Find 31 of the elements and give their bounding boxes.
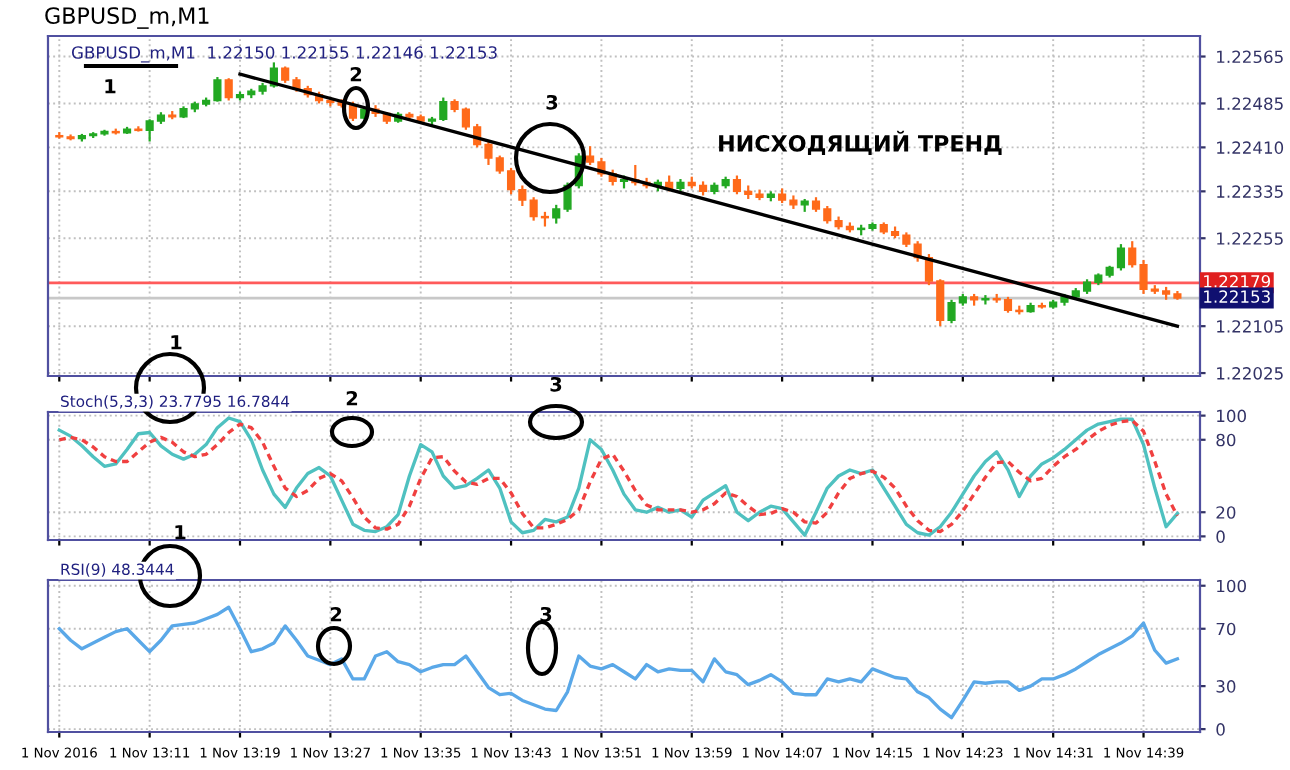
ref-line-label: 1.22179: [1204, 275, 1271, 288]
y-tick-label: 1.22105: [1217, 320, 1283, 333]
annotation: 1: [171, 335, 182, 350]
chart-title: GBPUSD_m,M1: [45, 7, 209, 29]
y-tick-label: 1.22565: [1217, 50, 1283, 64]
text: 3: [550, 376, 562, 392]
y-tick-label: 1.22335: [1217, 185, 1283, 198]
annotation: 3: [546, 94, 558, 110]
line-series: [57, 605, 1180, 720]
ref-line-label: 1.22153: [1204, 290, 1270, 303]
y-tick-label: 100: [1217, 409, 1246, 423]
text: GBPUSD_m,M1 1.22150 1.22155 1.22146 1.22153: [71, 46, 497, 63]
y-tick-label: 70: [1216, 622, 1236, 636]
y-tick-label: 20: [1216, 506, 1236, 519]
y-tick-label: 1.22485: [1217, 97, 1283, 110]
candlestick: [224, 77, 233, 102]
y-tick-label: 100: [1217, 579, 1246, 593]
y-tick-label: 0: [1216, 530, 1225, 543]
text: 2: [346, 390, 358, 406]
annotation: 2: [350, 66, 362, 82]
y-tick-label: 0: [1216, 723, 1225, 736]
annotation: НИСХОДЯЩИЙ ТРЕНД: [719, 130, 1002, 155]
annotation: 3: [540, 606, 552, 622]
y-tick-label: 1.22410: [1217, 141, 1284, 154]
y-tick-label: 1.22255: [1217, 232, 1283, 245]
annotation: 1: [175, 525, 186, 540]
annotation: 1: [105, 79, 116, 94]
y-tick-label: 30: [1216, 680, 1236, 693]
y-tick-label: 80: [1216, 433, 1236, 447]
annotation: 2: [330, 606, 342, 622]
y-tick-label: 1.22025: [1217, 367, 1283, 380]
